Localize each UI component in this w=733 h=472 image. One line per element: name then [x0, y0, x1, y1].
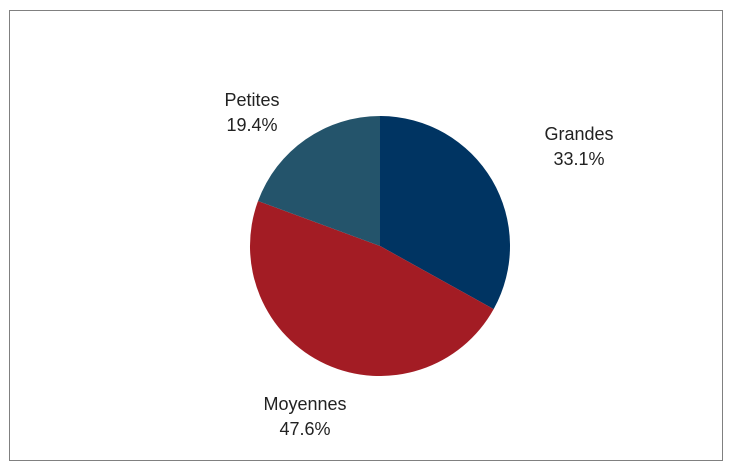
slice-value-grandes: 33.1% [553, 149, 604, 169]
pie-slice-grandes [380, 115, 511, 310]
slice-label-petites: Petites [224, 90, 279, 110]
slice-value-petites: 19.4% [226, 115, 277, 135]
slice-value-moyennes: 47.6% [279, 419, 330, 439]
pie-slices [249, 115, 511, 377]
slice-label-grandes: Grandes [544, 124, 613, 144]
slice-label-moyennes: Moyennes [263, 394, 346, 414]
pie-slice-petites [258, 116, 380, 246]
pie-slice-moyennes [249, 201, 494, 377]
